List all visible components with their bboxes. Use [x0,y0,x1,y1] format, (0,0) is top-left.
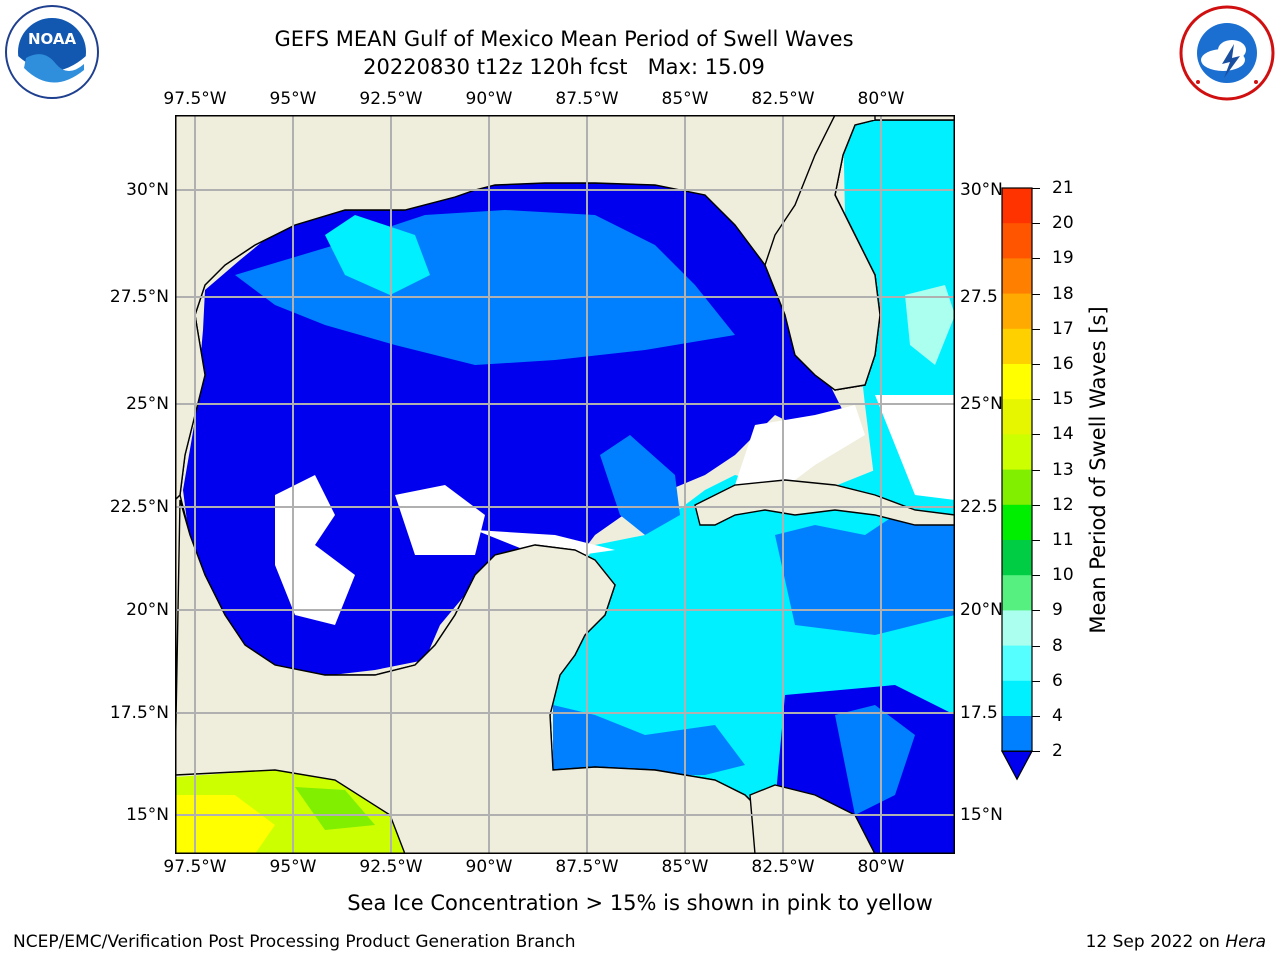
lat-label-left: 27.5°N [109,287,169,307]
colorbar-tick-mark [1032,258,1040,260]
colorbar-segment [1002,223,1032,259]
footer-host: Hera [1225,932,1266,952]
lon-label-top: 87.5°W [555,89,619,109]
lon-label-bottom: 80°W [857,857,905,877]
graticule [175,115,955,854]
lon-label-top: 92.5°W [359,89,423,109]
chart-subtitle: 20220830 t12z 120h fcst Max: 15.09 [363,55,765,79]
colorbar-segment [1002,540,1032,576]
colorbar-segment [1002,328,1032,365]
colorbar-segment [1002,188,1032,224]
lon-label-bottom: 87.5°W [555,857,619,877]
lon-label-bottom: 90°W [465,857,513,877]
colorbar-segment [1002,716,1032,752]
colorbar-segment [1002,258,1032,295]
colorbar-tick-label: 10 [1052,565,1074,586]
colorbar-tick-label: 11 [1052,530,1074,550]
lon-label-top: 85°W [661,89,709,109]
colorbar-tick-mark [1032,504,1040,506]
lat-label-left: 30°N [126,180,169,200]
colorbar-tick-mark [1032,716,1040,717]
lon-label-bottom: 92.5°W [359,857,423,877]
lat-label-left: 15°N [126,805,169,825]
colorbar-tick-label: 15 [1052,389,1074,410]
colorbar-extension [1000,750,1034,781]
lat-label-left: 20°N [126,600,169,620]
colorbar-tick-label: 21 [1052,178,1074,198]
colorbar-tick-label: 4 [1052,706,1063,726]
colorbar-tick-label: 17 [1052,318,1074,339]
florida-peninsula [764,114,881,391]
colorbar-tick-mark [1032,223,1040,225]
colorbar-segment [1002,504,1032,541]
lat-label-right: 25°N [960,394,1003,414]
colorbar-tick-mark [1032,399,1040,401]
colorbar-title: Mean Period of Swell Waves [s] [1086,306,1110,634]
sea-ice-note: Sea Ice Concentration > 15% is shown in … [347,891,933,915]
lon-label-top: 80°W [857,89,905,109]
colorbar-segment [1002,293,1032,330]
colorbar-segment [1002,575,1032,611]
colorbar-tick-label: 6 [1052,670,1063,691]
lat-label-right: 30°N [960,180,1003,200]
lat-label-left: 25°N [126,394,169,414]
colorbar-tick-mark [1032,575,1040,577]
colorbar-tick-mark [1032,680,1040,682]
colorbar-segment [1002,399,1032,435]
colorbar-tick-mark [1032,610,1040,612]
lat-label-left: 22.5°N [109,497,169,517]
colorbar-tick-mark [1032,364,1040,365]
colorbar-tick-mark [1032,751,1040,753]
lat-label-right: 22.5 [960,497,998,517]
nws-logo [1178,4,1276,106]
colorbar-segment [1002,610,1032,647]
lon-label-top: 97.5°W [163,89,227,109]
colorbar-tick-label: 14 [1052,424,1074,445]
lat-label-right: 27.5 [960,287,998,307]
colorbar-tick-mark [1032,469,1040,471]
lon-label-top: 90°W [465,89,513,109]
lon-label-top: 95°W [269,89,317,109]
colorbar-segment [1002,645,1032,682]
colorbar-tick-mark [1032,328,1040,330]
colorbar-segment [1002,434,1032,471]
lat-label-left: 17.5°N [109,703,169,723]
colorbar-tick-label: 8 [1052,635,1063,656]
cuba [694,479,956,526]
lon-label-bottom: 85°W [661,857,709,877]
colorbar-segment [1002,469,1032,506]
colorbar-tick-label: 16 [1052,354,1074,374]
footer-date: 12 Sep 2022 on Hera [1086,932,1266,952]
colorbar-tick-label: 20 [1052,213,1074,234]
colorbar-tick-label: 12 [1052,494,1074,515]
colorbar-tick-label: 13 [1052,459,1074,480]
colorbar-segment [1002,680,1032,717]
chart-title: GEFS MEAN Gulf of Mexico Mean Period of … [274,27,854,51]
gulf-of-mexico-map [174,114,956,858]
lon-label-bottom: 95°W [269,857,317,877]
footer-date-text: 12 Sep 2022 on [1085,932,1226,952]
colorbar-tick-label: 19 [1052,248,1074,269]
colorbar-tick-label: 2 [1052,741,1063,762]
lat-label-right: 20°N [960,600,1003,620]
svg-text:NOAA: NOAA [28,30,77,48]
lat-label-right: 15°N [960,805,1003,825]
lon-label-top: 82.5°W [751,89,815,109]
colorbar-tick-mark [1032,293,1040,295]
colorbar-tick-label: 18 [1052,283,1074,304]
noaa-logo: NOAA [4,4,100,104]
colorbar-tick-mark [1032,434,1040,436]
colorbar-tick-label: 9 [1052,600,1063,621]
lon-label-bottom: 97.5°W [163,857,227,877]
footer-org: NCEP/EMC/Verification Post Processing Pr… [13,932,576,952]
lat-label-right: 17.5 [960,703,998,723]
colorbar-tick-mark [1032,540,1040,541]
colorbar-segment [1002,364,1032,400]
lon-label-bottom: 82.5°W [751,857,815,877]
colorbar [1000,186,1036,790]
colorbar-tick-mark [1032,188,1040,189]
colorbar-tick-mark [1032,645,1040,647]
